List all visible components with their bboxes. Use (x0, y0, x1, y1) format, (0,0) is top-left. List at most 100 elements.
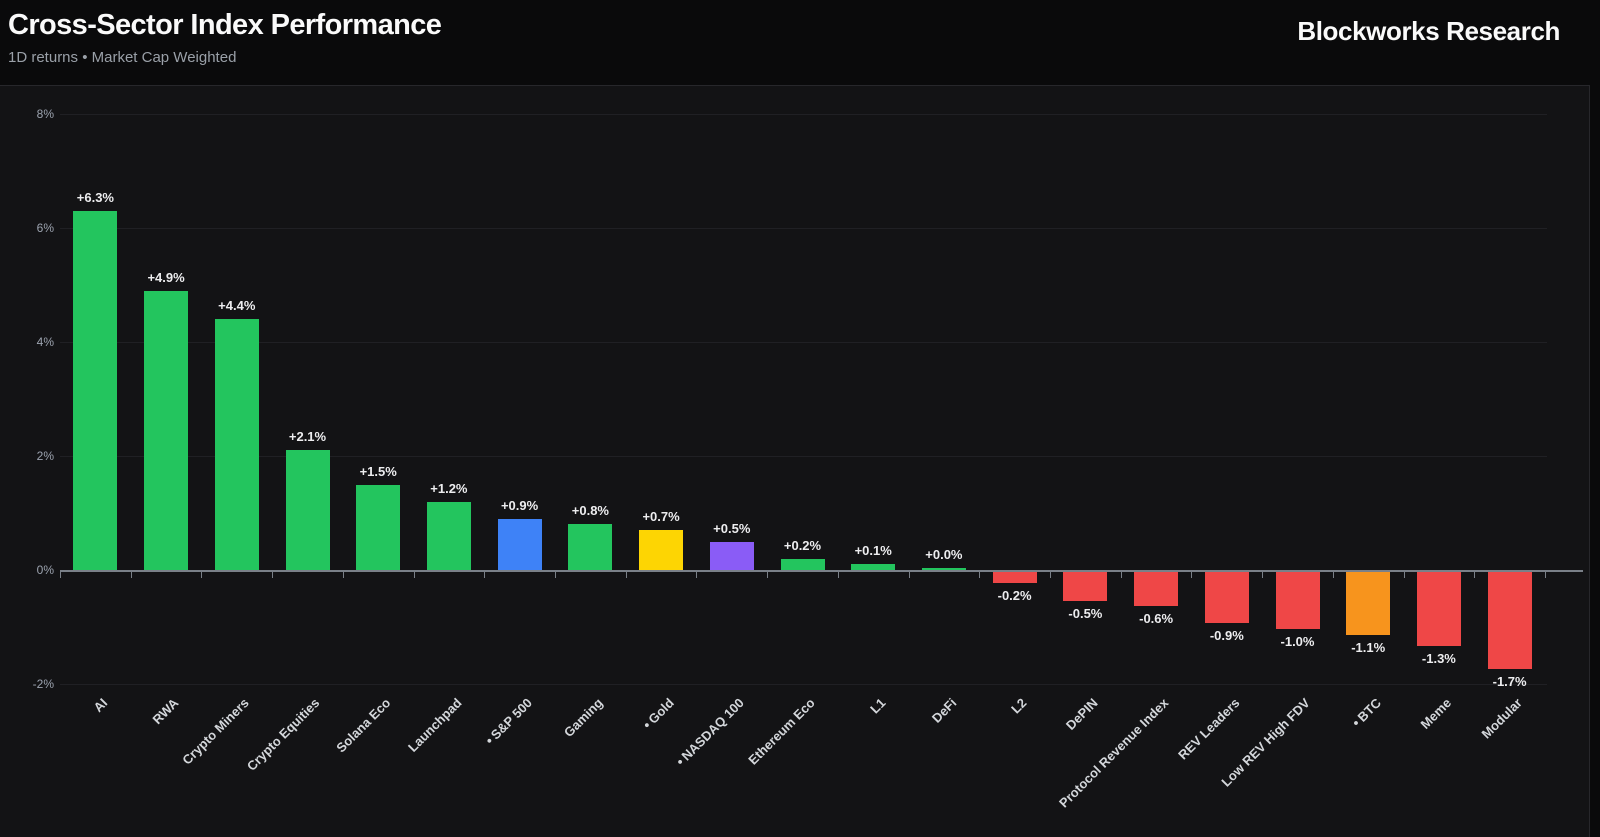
chart-bar-crypto-equities[interactable] (285, 450, 330, 570)
axis-tick (908, 572, 910, 578)
y-axis-tick-label: 8% (36, 107, 54, 121)
chart-bar-protocol-revenue-index[interactable] (1134, 572, 1179, 607)
chart-bar-gaming[interactable] (568, 524, 613, 570)
bar-value-label: -0.2% (997, 588, 1032, 604)
x-axis-label-ai: AI (90, 695, 111, 715)
bar-chart: 8% 6% 4% 2% 0% -2% +6.3% AI +4.9% RWA +4.4% Crypto … (0, 86, 1589, 837)
chart-panel: 8% 6% 4% 2% 0% -2% +6.3% AI +4.9% RWA +4.4% Crypto … (0, 85, 1590, 837)
x-axis-label-nasdaq-100: ● NASDAQ 100 (674, 695, 748, 768)
x-axis-label-crypto-miners: Crypto Miners (179, 695, 253, 768)
chart-bar-solana-eco[interactable] (356, 484, 401, 570)
benchmark-dot-icon: ● (674, 754, 688, 768)
chart-bar-launchpad[interactable] (426, 501, 471, 570)
axis-tick (696, 572, 698, 578)
chart-bar-crypto-miners[interactable] (214, 319, 259, 570)
page-subtitle: 1D returns • Market Cap Weighted (8, 48, 237, 66)
bar-value-label: +0.9% (500, 497, 539, 513)
bar-value-label: -1.0% (1280, 634, 1315, 649)
chart-bar-ethereum-eco[interactable] (780, 558, 825, 570)
brand-logo: Blockworks Research (1297, 16, 1560, 46)
y-axis-tick-label: 0% (36, 563, 54, 577)
x-axis-label-ethereum-eco: Ethereum Eco (745, 695, 818, 768)
axis-tick (1191, 572, 1193, 578)
bar-value-label: +2.1% (288, 429, 327, 445)
axis-tick (201, 572, 203, 578)
chart-bar-rev-leaders[interactable] (1204, 572, 1249, 624)
axis-tick (1050, 572, 1051, 578)
bar-value-label: +0.1% (854, 543, 892, 559)
benchmark-dot-icon: ● (1349, 715, 1363, 729)
axis-tick (767, 572, 769, 578)
chart-bar-ai[interactable] (73, 210, 118, 570)
axis-tick (1332, 572, 1334, 578)
axis-tick (130, 572, 132, 578)
chart-bar-rwa[interactable] (144, 290, 189, 570)
grid-line (60, 228, 1547, 229)
x-axis-label-depin: DePIN (1063, 695, 1101, 733)
grid-line (60, 114, 1547, 115)
chart-bar-modular[interactable] (1487, 572, 1532, 669)
x-axis-label-modular: Modular (1478, 695, 1525, 742)
bar-value-label: -0.9% (1209, 628, 1244, 644)
axis-tick (1262, 572, 1264, 578)
chart-bar-l1[interactable] (851, 564, 896, 570)
chart-bar-gold[interactable] (639, 530, 684, 570)
chart-bar-l2[interactable] (992, 572, 1037, 584)
chart-bar-low-rev-high-fdv[interactable] (1275, 572, 1320, 629)
x-axis-label-launchpad: Launchpad (404, 695, 465, 755)
axis-tick (342, 572, 344, 578)
header-titles: Cross-Sector Index Performance 1D return… (8, 9, 442, 66)
bar-value-label: +1.5% (359, 463, 397, 479)
bar-value-label: -0.6% (1139, 611, 1174, 627)
bar-value-label: +4.9% (147, 269, 185, 285)
x-axis-line (60, 570, 1583, 572)
axis-tick (625, 572, 627, 578)
x-axis-label-solana-eco: Solana Eco (333, 695, 394, 756)
bar-value-label: +1.2% (430, 480, 468, 496)
x-axis-label-meme: Meme (1417, 695, 1455, 732)
bar-value-label: +0.7% (642, 509, 680, 525)
x-axis-label-btc: ● BTC (1349, 695, 1384, 729)
benchmark-dot-icon: ● (483, 733, 497, 746)
axis-tick (979, 572, 981, 578)
bar-value-label: -1.3% (1421, 651, 1456, 667)
bar-value-label: +0.5% (713, 520, 751, 536)
bar-value-label: +6.3% (76, 189, 114, 205)
y-axis-tick-label: -2% (32, 677, 54, 691)
axis-tick (1120, 572, 1122, 578)
axis-tick (272, 572, 274, 578)
x-axis-label-l2: L2 (1008, 695, 1030, 717)
axis-tick (1545, 572, 1546, 578)
benchmark-dot-icon: ● (640, 717, 654, 731)
x-axis-label-gold: ● Gold (640, 695, 677, 731)
x-axis-label-rev-leaders: REV Leaders (1174, 695, 1243, 763)
x-axis-label-rwa: RWA (149, 695, 182, 728)
grid-line (60, 684, 1547, 685)
header: Cross-Sector Index Performance 1D return… (0, 0, 1600, 85)
axis-tick (60, 572, 61, 578)
x-axis-label-gaming: Gaming (560, 695, 606, 741)
bar-value-label: +0.0% (925, 547, 963, 562)
y-axis-tick-label: 6% (36, 221, 54, 235)
axis-tick (413, 572, 415, 578)
chart-bar-defi[interactable] (921, 568, 966, 570)
chart-bar-btc[interactable] (1346, 572, 1391, 635)
chart-bar-nasdaq-100[interactable] (709, 541, 754, 570)
chart-bar-s-p-500[interactable] (497, 518, 542, 570)
bar-value-label: -0.5% (1068, 605, 1103, 621)
y-axis-tick-label: 2% (36, 449, 54, 463)
axis-tick (555, 572, 556, 578)
chart-bar-depin[interactable] (1063, 572, 1108, 601)
bar-value-label: -1.7% (1492, 673, 1527, 689)
grid-line (60, 456, 1547, 457)
x-axis-label-s-p-500: ● S&P 500 (483, 695, 535, 746)
bar-value-label: +0.8% (571, 503, 609, 519)
axis-tick (1474, 572, 1476, 578)
grid-line (60, 342, 1547, 343)
page-title: Cross-Sector Index Performance (8, 9, 442, 41)
chart-bar-meme[interactable] (1416, 572, 1461, 647)
x-axis-label-l1: L1 (867, 695, 889, 717)
y-axis-tick-label: 4% (36, 335, 54, 349)
axis-tick (1403, 572, 1405, 578)
bar-value-label: +0.2% (783, 537, 822, 553)
